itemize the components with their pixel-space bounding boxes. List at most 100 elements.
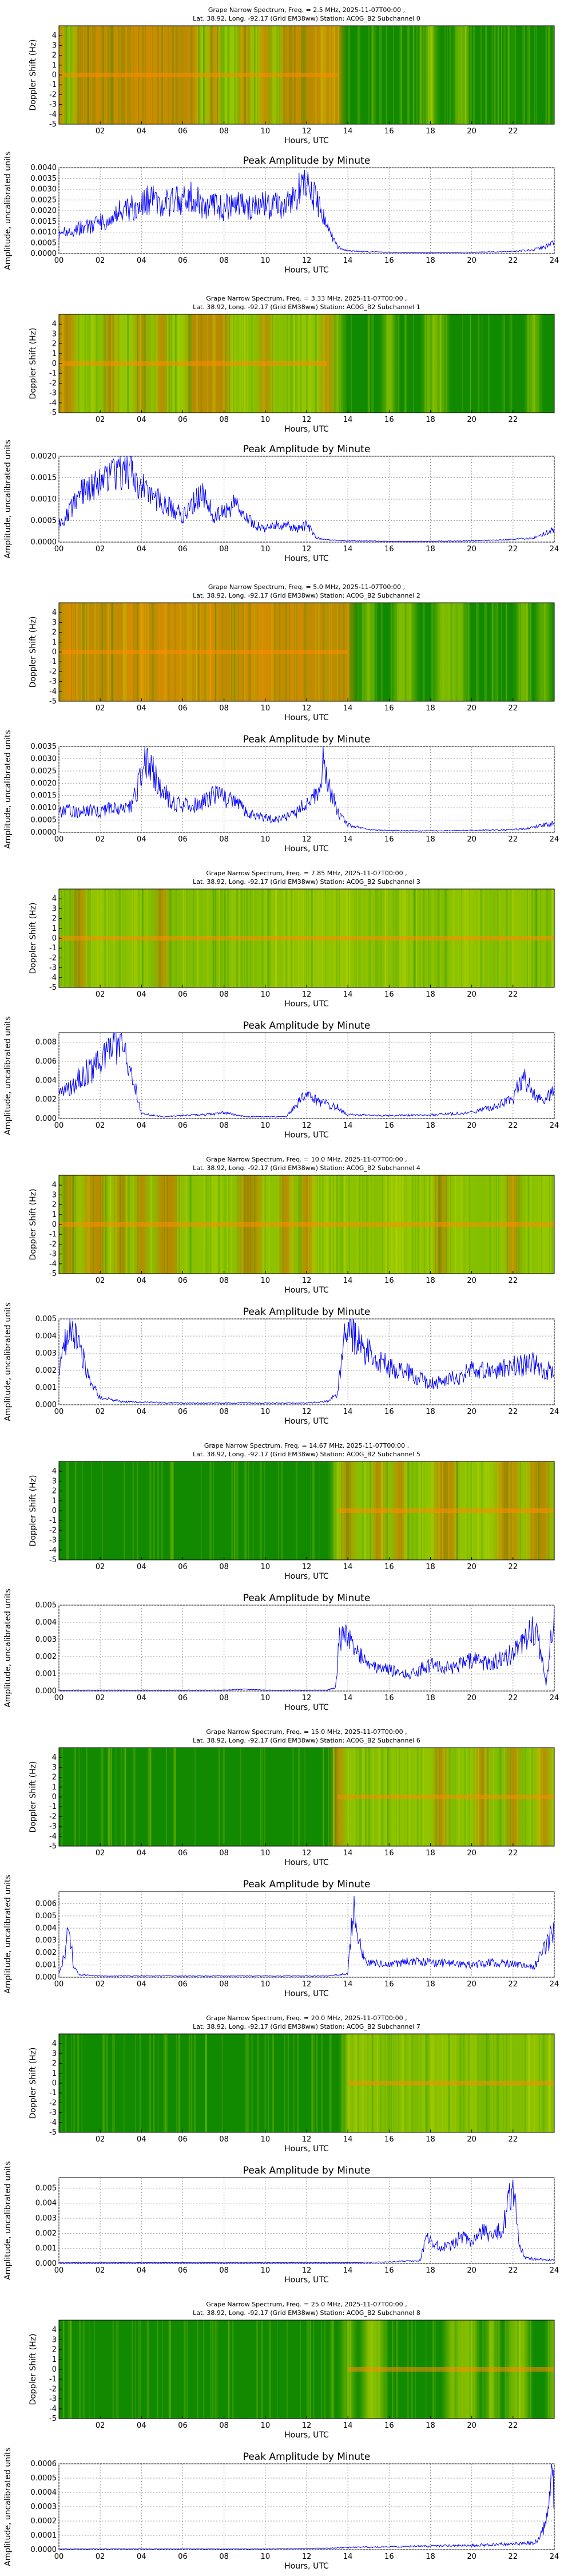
- spectrum-streak: [234, 1461, 236, 1560]
- spectrum-streak: [312, 2034, 315, 2132]
- spectrum-streak: [67, 1461, 69, 1560]
- spectrum-streak: [380, 26, 382, 124]
- y-tick-label: 0.0010: [31, 804, 57, 812]
- y-tick-label: -2: [49, 667, 57, 676]
- spectrum-streak: [333, 1461, 335, 1560]
- spectrum-streak: [534, 314, 535, 413]
- x-axis-label: Hours, UTC: [284, 554, 329, 563]
- spectrum-streak: [470, 26, 472, 124]
- y-tick-label: 0.001: [35, 1384, 57, 1392]
- x-tick-label: 06: [178, 2553, 188, 2561]
- y-tick-label: -2: [49, 2099, 57, 2107]
- x-tick-label: 22: [509, 127, 518, 136]
- spectrum-streak: [73, 2034, 75, 2132]
- spectrum-streak: [257, 2034, 259, 2132]
- x-tick-label: 12: [302, 416, 312, 424]
- spectrum-streak: [181, 1748, 184, 1846]
- x-tick-label: 02: [96, 2553, 105, 2561]
- spectrum-streak: [224, 1748, 226, 1846]
- spectrogram-8: Grape Narrow Spectrum, Freq. = 10.0 MHz,…: [29, 1156, 555, 1295]
- spectrum-streak: [108, 1748, 110, 1846]
- y-tick-label: 1: [52, 1497, 57, 1506]
- spectrum-streak: [80, 2320, 82, 2419]
- y-tick-label: -3: [49, 678, 57, 686]
- spectrum-streak: [391, 314, 393, 413]
- spectrum-streak: [549, 314, 551, 413]
- spectrum-streak: [140, 2320, 141, 2419]
- chart-title: Peak Amplitude by Minute: [243, 1879, 371, 1890]
- spectrum-streak: [312, 1461, 314, 1560]
- spectrum-streak: [248, 1461, 249, 1560]
- x-tick-label: 14: [343, 704, 353, 713]
- y-tick-label: 2: [52, 340, 57, 349]
- x-tick-label: 10: [261, 127, 271, 136]
- x-tick-label: 22: [509, 1694, 518, 1702]
- y-tick-label: 0.002: [35, 1949, 57, 1957]
- x-tick-label: 12: [302, 1408, 312, 1416]
- amplitude-series-line: [58, 2179, 555, 2263]
- y-tick-label: 0.0015: [31, 792, 57, 800]
- spectrum-streak: [194, 1748, 196, 1846]
- x-tick-label: 20: [467, 990, 476, 999]
- y-tick-label: -2: [49, 1240, 57, 1249]
- spectrum-streak: [278, 1461, 280, 1560]
- spectrum-streak: [428, 26, 430, 124]
- spectrum-streak: [464, 603, 467, 701]
- spectrum-streak: [213, 1461, 214, 1560]
- spectrum-streak: [345, 2320, 347, 2419]
- y-tick-label: -3: [49, 1823, 57, 1831]
- spectrum-streak: [185, 2034, 187, 2132]
- chart-title: Peak Amplitude by Minute: [243, 444, 371, 455]
- spectrum-streak: [332, 2320, 335, 2419]
- spectrum-streak: [376, 314, 378, 413]
- spectrum-streak: [440, 314, 442, 413]
- spectrum-streak: [431, 26, 433, 124]
- spectrum-streak: [552, 603, 554, 701]
- carrier-band: [59, 73, 338, 77]
- spectrum-streak: [201, 2034, 203, 2132]
- y-tick-label: -1: [49, 1516, 57, 1525]
- amplitude-chart-3: Peak Amplitude by Minute 0.0000 0.0005 0.00…: [3, 440, 559, 563]
- x-tick-label: 18: [426, 1694, 435, 1702]
- x-tick-label: 16: [384, 990, 394, 999]
- spectrum-streak: [138, 1748, 140, 1846]
- y-tick-label: 0.004: [35, 1332, 57, 1341]
- y-tick-label: 0.004: [35, 1618, 57, 1627]
- spectrum-streak: [431, 603, 434, 701]
- spectrum-streak: [437, 314, 440, 413]
- spectrum-streak: [404, 603, 406, 701]
- spectrum-streak: [309, 2320, 311, 2419]
- y-tick-label: 0.0020: [31, 452, 57, 461]
- y-tick-label: -1: [49, 369, 57, 378]
- x-tick-label: 04: [137, 990, 146, 999]
- spectrum-streak: [423, 314, 425, 413]
- x-tick-label: 06: [178, 704, 188, 713]
- spectrum-streak: [228, 1748, 229, 1846]
- spectrum-streak: [338, 2034, 340, 2132]
- spectrum-streak: [135, 2320, 136, 2419]
- amplitude-chart-7: Peak Amplitude by Minute 0.000 0.002 0.004 0…: [3, 1016, 559, 1140]
- spectrum-streak: [478, 603, 479, 701]
- x-axis-label: Hours, UTC: [284, 713, 329, 722]
- spectrum-streak: [224, 1748, 225, 1846]
- spectrum-streak: [371, 26, 374, 124]
- x-axis-label: Hours, UTC: [284, 2431, 329, 2440]
- y-tick-label: 0.0000: [31, 2546, 57, 2554]
- spectrum-streak: [113, 2034, 115, 2132]
- x-tick-label: 16: [384, 416, 394, 424]
- spectrum-streak: [447, 26, 448, 124]
- x-tick-label: 22: [509, 256, 518, 265]
- spectrum-streak: [108, 1748, 110, 1846]
- y-tick-label: 0.0005: [31, 239, 57, 247]
- spectrum-streak: [272, 2034, 274, 2132]
- spectrum-streak: [201, 1461, 202, 1560]
- amplitude-series-line: [58, 1318, 555, 1404]
- spectrum-streak: [509, 314, 512, 413]
- spectrum-streak: [449, 603, 451, 701]
- spectrum-streak: [153, 1461, 155, 1560]
- spectrum-streak: [122, 2320, 124, 2419]
- spectrum-streak: [69, 1461, 72, 1560]
- spectrum-streak: [518, 603, 521, 701]
- spectrum-streak: [221, 2034, 223, 2132]
- x-tick-label: 06: [178, 2266, 188, 2275]
